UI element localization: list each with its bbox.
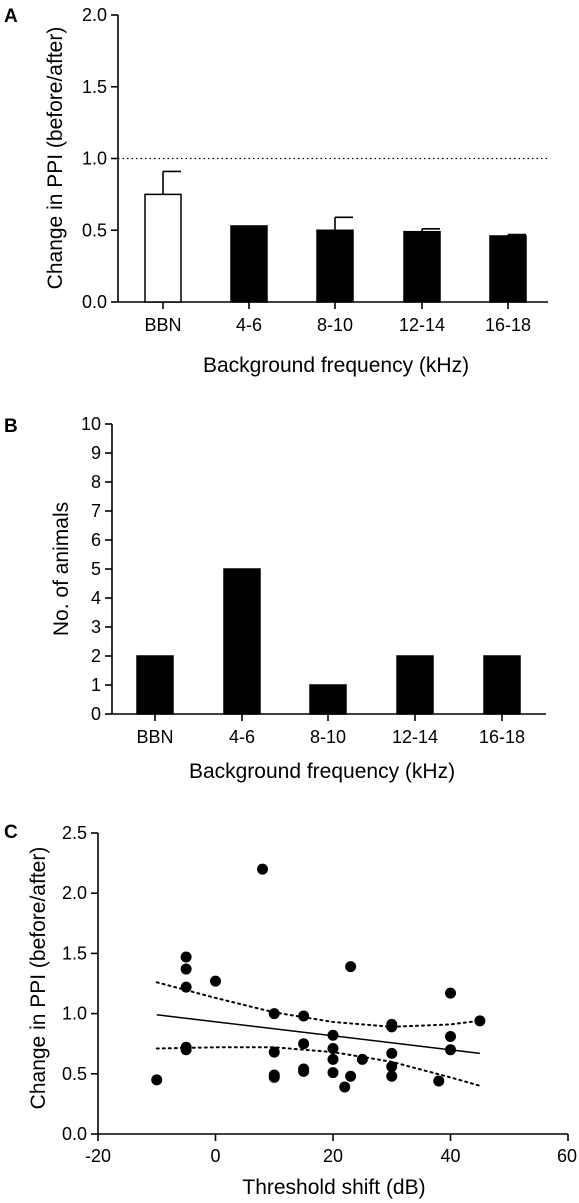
panel-a-bar <box>403 230 441 303</box>
panel-b-x-tick-label: BBN <box>136 727 173 747</box>
panel-c-y-tick-label: 1.0 <box>62 1004 87 1024</box>
panel-a-y-tick-label: 0.0 <box>82 292 107 312</box>
panel-b-y-axis-title: No. of animals <box>50 502 73 636</box>
panel-c-data-point <box>445 987 456 999</box>
panel-b-x-tick-label: 8-10 <box>310 727 346 747</box>
chart-panel-b: No. of animals Background frequency (kHz… <box>50 414 546 783</box>
panel-a-bar <box>316 229 354 303</box>
panel-b-bar <box>483 655 521 715</box>
panel-b-y-tick-label: 10 <box>81 414 101 434</box>
panel-c-data-point <box>298 1065 310 1077</box>
panel-a-x-tick-label: BBN <box>144 315 181 335</box>
panel-a-bar <box>144 193 182 303</box>
panel-b-bar <box>223 568 261 715</box>
panel-c-data-point <box>356 1053 368 1065</box>
panel-c-data-point <box>474 1015 486 1027</box>
panel-c-data-point <box>268 1008 280 1020</box>
panel-c-data-point <box>268 1071 280 1083</box>
panel-c-regression-line <box>156 1014 480 1055</box>
panel-c-data-point <box>180 1044 192 1056</box>
panel-c-data-point <box>257 863 268 875</box>
panel-c-y-tick-label: 0.0 <box>62 1124 87 1144</box>
panel-c-ci-upper-curve <box>155 981 481 1028</box>
panel-c-x-axis-title: Threshold shift (dB) <box>242 1176 425 1199</box>
panel-b-y-tick-label: 7 <box>91 501 101 521</box>
panel-c-data-point <box>268 1046 280 1058</box>
panel-c-data-point <box>445 1030 456 1042</box>
panel-a-y-axis-title: Change in PPI (before/after) <box>44 27 67 290</box>
panel-b-x-axis-title: Background frequency (kHz) <box>189 760 455 783</box>
panel-a-y-tick-label: 1.0 <box>82 149 107 169</box>
panel-a-x-tick-label: 16-18 <box>485 315 531 335</box>
panel-c-data-point <box>386 1021 398 1033</box>
panel-c-x-tick-label: 20 <box>323 1146 343 1166</box>
panel-c-data-point <box>433 1075 445 1087</box>
panel-c-y-tick-label: 0.5 <box>62 1064 87 1084</box>
panel-c-y-tick-label: 1.5 <box>62 943 87 963</box>
panel-c-data-point <box>386 1047 398 1059</box>
chart-panel-a: Change in PPI (before/after) Background … <box>44 5 548 377</box>
panel-c-data-point <box>327 1053 339 1065</box>
panel-c-data-point <box>339 1081 351 1093</box>
panel-a-y-tick-label: 0.5 <box>82 220 107 240</box>
chart-panel-c: Change in PPI (before/after) Threshold s… <box>27 823 577 1199</box>
panel-c-data-point <box>180 951 192 963</box>
panel-c-data-point <box>327 1067 339 1079</box>
panel-c-x-tick-label: 60 <box>557 1146 577 1166</box>
panel-b-y-tick-label: 4 <box>91 588 101 608</box>
panel-c-ci-lower-curve <box>155 1046 481 1087</box>
panel-c-x-tick-label: -20 <box>85 1146 111 1166</box>
panel-c-data-point <box>180 981 192 993</box>
panel-b-y-tick-label: 6 <box>91 530 101 550</box>
panel-c-y-tick-label: 2.0 <box>62 883 87 903</box>
panel-b-bar <box>136 655 174 715</box>
panel-a-y-tick-label: 2.0 <box>82 5 107 25</box>
panel-a-bar <box>230 225 268 303</box>
panel-b-bar <box>309 684 347 715</box>
panel-c-data-point <box>327 1043 339 1055</box>
panel-b-x-tick-label: 16-18 <box>479 727 525 747</box>
panel-b-x-tick-label: 12-14 <box>392 727 438 747</box>
panel-c-data-point <box>298 1038 310 1050</box>
panel-b-y-tick-label: 3 <box>91 617 101 637</box>
panel-b-y-tick-label: 2 <box>91 646 101 666</box>
panel-a-x-tick-label: 12-14 <box>399 315 445 335</box>
panel-label-a: A <box>4 6 18 27</box>
panel-a-x-axis-title: Background frequency (kHz) <box>203 354 469 377</box>
panel-c-data-point <box>327 1029 339 1041</box>
panel-c-data-point <box>345 961 357 973</box>
panel-a-y-tick-label: 1.5 <box>82 77 107 97</box>
panel-c-data-point <box>445 1044 456 1056</box>
panel-a-x-tick-label: 8-10 <box>317 315 353 335</box>
panel-c-data-point <box>298 1010 310 1022</box>
panel-c-data-point <box>180 963 192 975</box>
panel-b-y-tick-label: 5 <box>91 559 101 579</box>
panel-c-y-tick-label: 2.5 <box>62 823 87 843</box>
panel-c-y-axis-title: Change in PPI (before/after) <box>27 847 50 1110</box>
panel-c-data-point <box>386 1061 398 1073</box>
panel-c-x-tick-label: 0 <box>210 1146 220 1166</box>
panel-label-b: B <box>4 416 18 437</box>
panel-b-bar <box>396 655 434 715</box>
panel-c-data-point <box>345 1070 357 1082</box>
panel-c-data-point <box>386 1070 398 1082</box>
panel-c-data-point <box>210 975 221 987</box>
panel-c-x-tick-label: 40 <box>440 1146 460 1166</box>
panel-a-x-tick-label: 4-6 <box>236 315 262 335</box>
panel-b-y-tick-label: 0 <box>91 704 101 724</box>
panel-a-bar <box>489 235 527 303</box>
panel-c-data-point <box>151 1074 163 1086</box>
panel-b-y-tick-label: 8 <box>91 472 101 492</box>
panel-b-y-tick-label: 9 <box>91 443 101 463</box>
panel-label-c: C <box>4 822 18 843</box>
panel-b-y-tick-label: 1 <box>91 675 101 695</box>
panel-b-x-tick-label: 4-6 <box>229 727 255 747</box>
